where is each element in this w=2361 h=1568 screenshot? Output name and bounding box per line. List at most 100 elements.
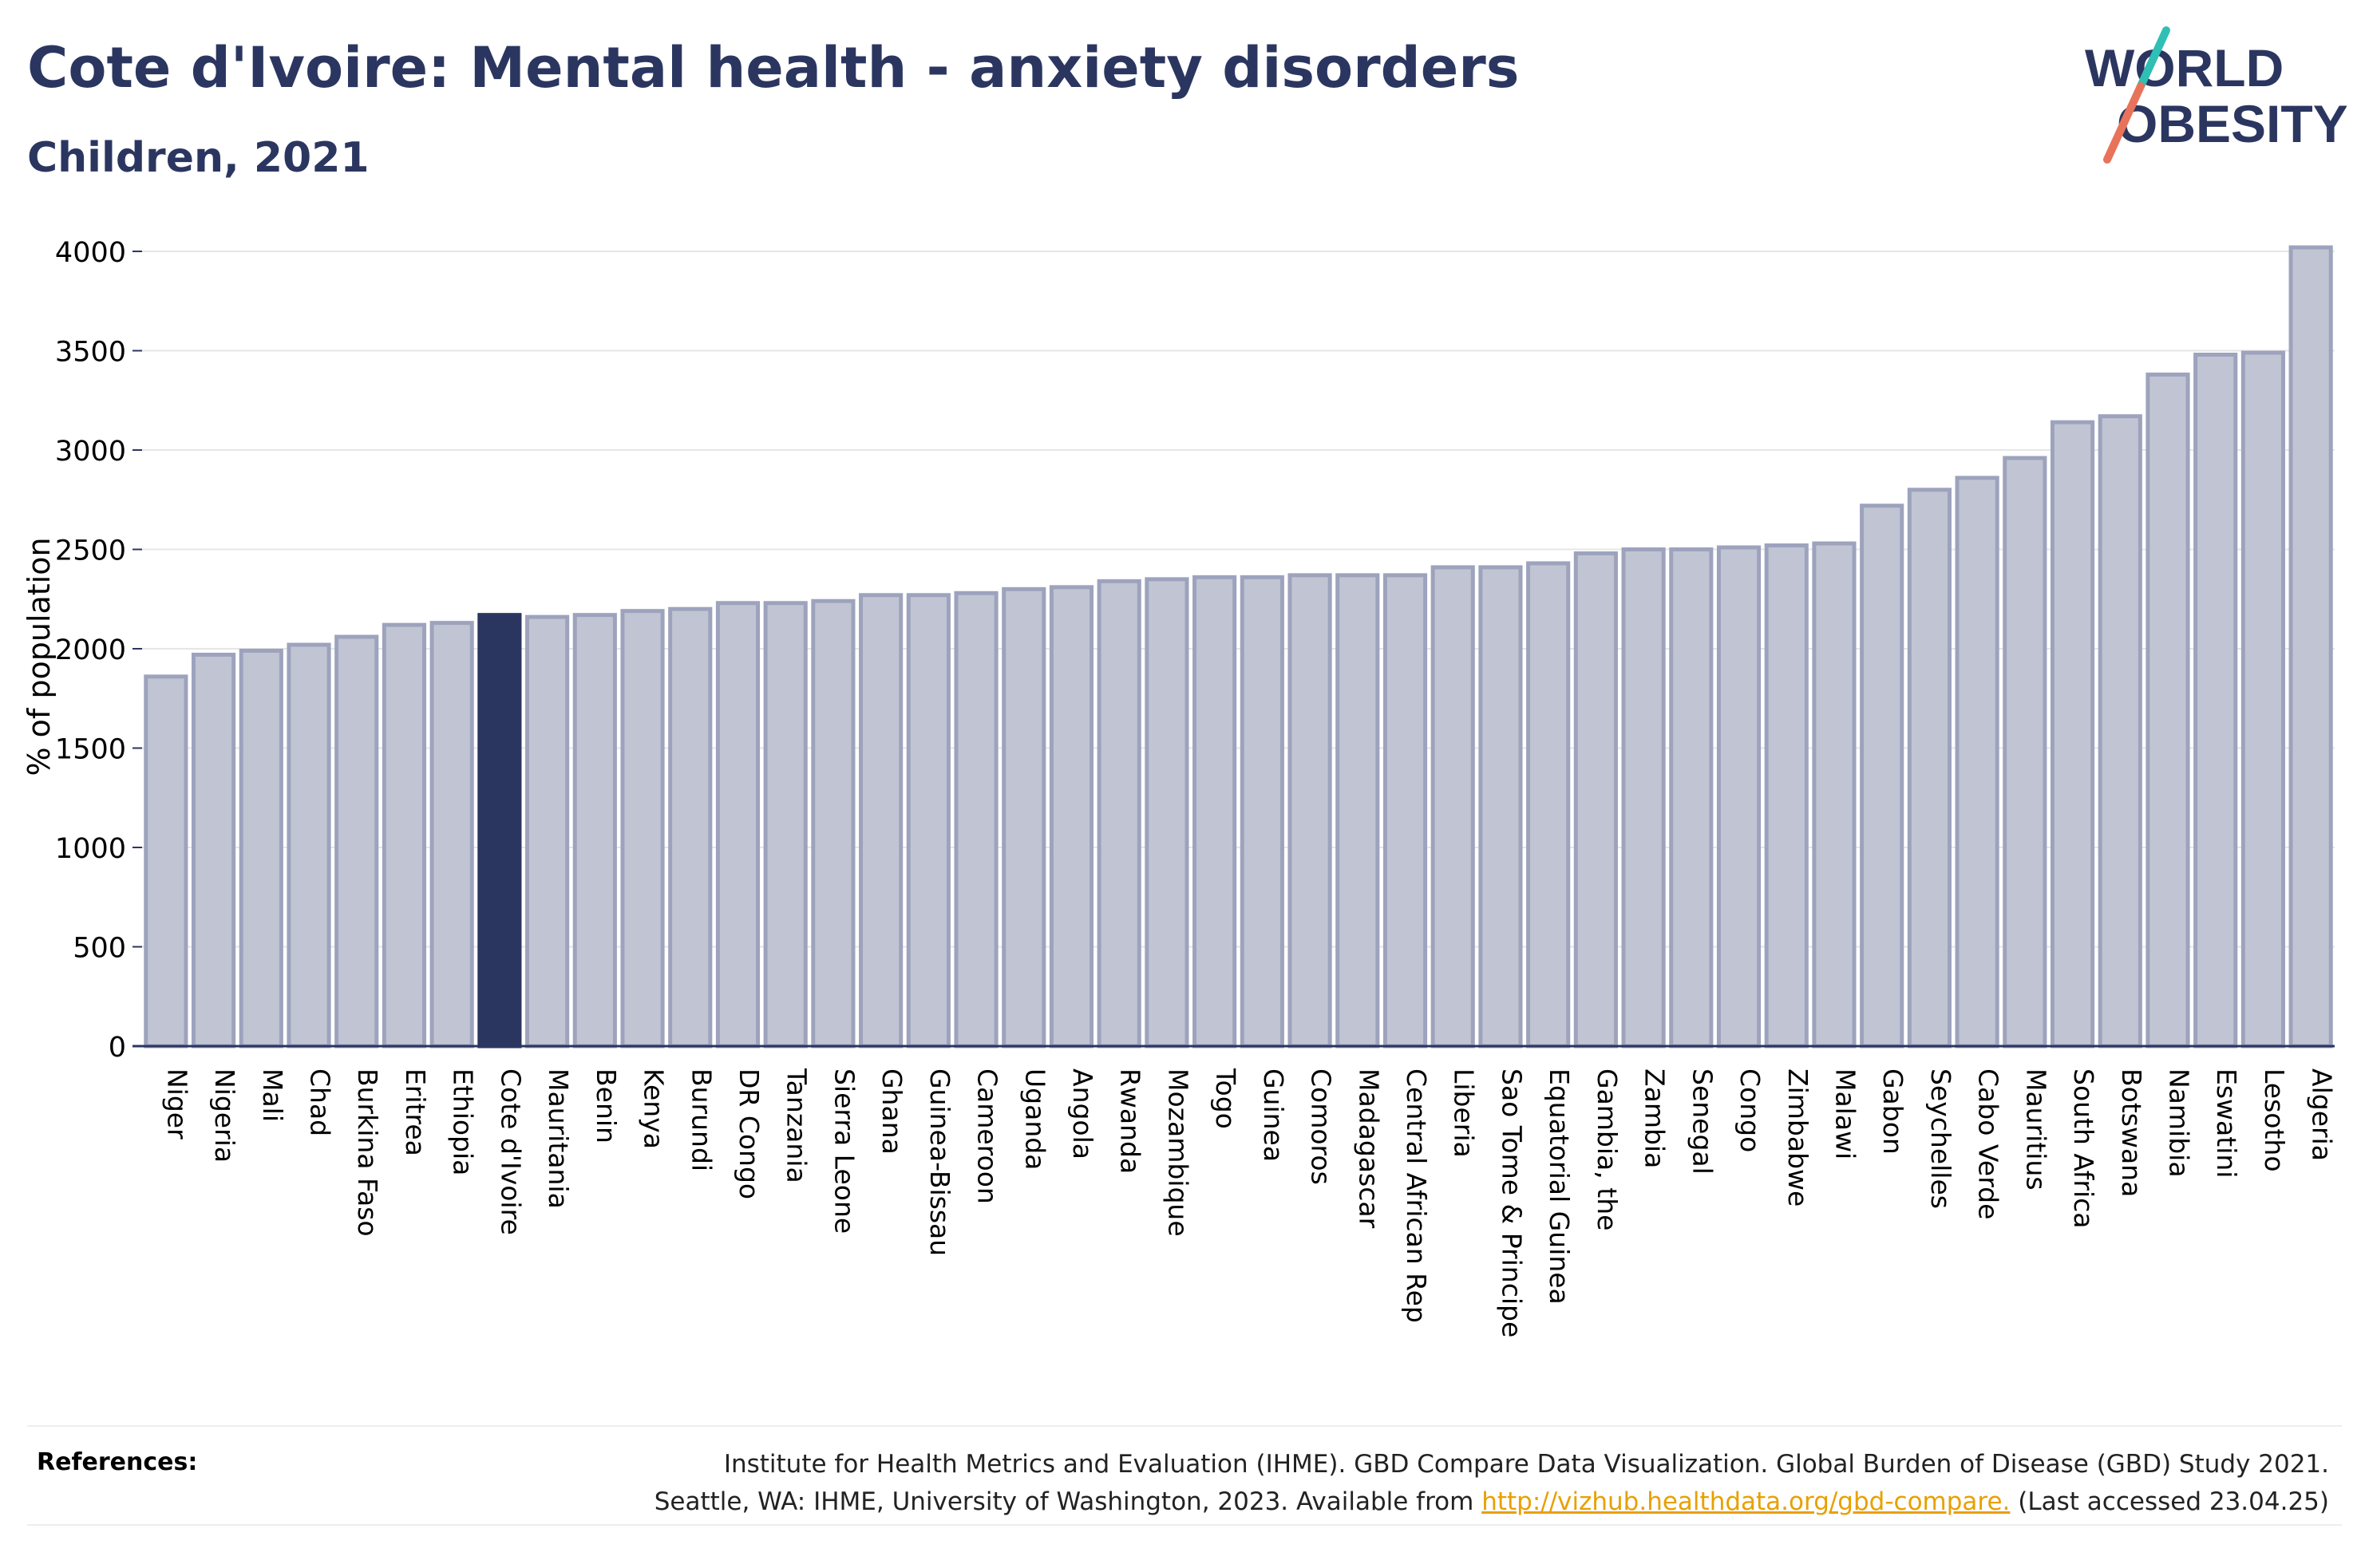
references-line2-suffix: (Last accessed 23.04.25) [2010,1487,2329,1516]
bar-senegal [1669,547,1714,1049]
x-tick-label: Senegal [1687,1068,1718,1175]
bar-mauritania [525,614,570,1049]
y-tick-label: 1000 [55,833,126,865]
x-tick-label: Tanzania [781,1068,813,1183]
x-tick-label: Gambia, the [1592,1068,1623,1230]
bar-guinea-bissau [906,593,951,1049]
x-tick-label: Burkina Faso [352,1068,383,1237]
y-tick-label: 3000 [55,436,126,468]
bar-equatorial-guinea [1526,561,1571,1049]
x-tick-label: Rwanda [1115,1068,1146,1174]
bar-congo [1716,545,1762,1049]
logo-line2: OBESITY [2117,94,2347,153]
bars [144,245,2333,1049]
bar-lesotho [2240,350,2286,1049]
x-tick-label: Eritrea [400,1068,431,1156]
y-axis-ticks: 0 500 1000 1500 2000 2500 3000 3500 4000 [55,237,142,1064]
x-tick-label: Ethiopia [448,1068,479,1175]
references-text: Institute for Health Metrics and Evaluat… [655,1446,2329,1521]
x-tick-label: Guinea [1258,1068,1289,1162]
bar-angola [1049,585,1094,1049]
y-tick-label: 3500 [55,337,126,369]
bar-eritrea [382,622,427,1049]
x-tick-label: DR Congo [734,1068,765,1199]
x-tick-label: Sao Tome & Principe [1496,1068,1527,1337]
bar-zambia [1621,547,1666,1049]
x-tick-label: Mozambique [1162,1068,1193,1237]
x-tick-label: Central African Rep [1401,1068,1432,1323]
bar-south-africa [2050,420,2095,1049]
bar-eswatini [2193,352,2238,1049]
x-tick-label: Ghana [876,1068,908,1155]
bar-gabon [1860,504,1904,1049]
x-tick-label: Cote d'Ivoire [495,1068,526,1235]
x-tick-label: Benin [591,1068,622,1143]
x-tick-label: Sierra Leone [829,1068,860,1234]
bar-dr-congo [715,601,761,1049]
x-tick-label: Chad [305,1068,336,1136]
bar-guinea [1240,575,1284,1049]
bar-benin [572,613,617,1049]
bar-ethiopia [429,621,474,1049]
chart-subtitle: Children, 2021 [27,134,370,182]
x-tick-label: Togo [1210,1068,1241,1129]
references-line2-prefix: Seattle, WA: IHME, University of Washing… [654,1487,1482,1516]
bar-uganda [1002,587,1046,1049]
x-tick-label: South Africa [2068,1068,2099,1229]
bar-sierra-leone [811,598,856,1049]
logo-line1: WORLD [2085,38,2284,97]
slash-mark-icon [2103,26,2170,164]
x-tick-label: Eswatini [2211,1068,2242,1178]
bar-namibia [2145,372,2190,1049]
x-tick-label: Congo [1734,1068,1766,1152]
x-tick-label: Niger [161,1068,192,1139]
bar-cameroon [954,590,999,1049]
x-tick-label: Gabon [1877,1068,1908,1155]
bar-nigeria [191,652,236,1049]
bar-mauritius [2003,456,2047,1049]
x-tick-label: Mali [257,1068,288,1122]
y-tick-label: 1500 [55,734,126,766]
x-tick-label: Lesotho [2259,1068,2290,1172]
bar-mali [239,648,283,1049]
x-tick-label: Equatorial Guinea [1544,1068,1575,1305]
x-tick-label: Mauritius [2020,1068,2051,1191]
x-tick-label: Kenya [639,1068,670,1149]
bar-mozambique [1145,577,1189,1049]
bar-cabo-verde [1955,476,1999,1049]
x-tick-label: Zambia [1639,1068,1671,1168]
y-axis-label: % of population [22,537,57,776]
bar-chad [287,642,331,1049]
bar-cote-d-ivoire [477,613,522,1049]
bar-burundi [668,606,713,1049]
world-obesity-logo: WORLD OBESITY [2085,26,2347,164]
x-tick-label: Zimbabwe [1782,1068,1813,1207]
bar-togo [1192,575,1237,1049]
x-tick-label: Guinea-Bissau [924,1068,955,1256]
bar-niger [144,674,188,1049]
x-tick-label: Seychelles [1925,1068,1956,1209]
bar-tanzania [763,601,808,1049]
x-tick-label: Uganda [1019,1068,1050,1170]
bar-gambia-the [1573,551,1618,1049]
y-tick-label: 2500 [55,535,126,567]
x-axis-tick-labels: Niger Nigeria Mali Chad Burkina Faso Eritrea E… [161,1068,2337,1337]
bar-kenya [620,609,665,1049]
x-tick-label: Burundi [686,1068,717,1171]
bar-seychelles [1907,488,1952,1049]
x-tick-label: Mauritania [543,1068,574,1209]
x-tick-label: Botswana [2116,1068,2147,1197]
references-top-divider [27,1425,2342,1427]
x-tick-label: Algeria [2307,1068,2338,1161]
bar-rwanda [1097,579,1141,1049]
bar-comoros [1287,573,1332,1049]
x-tick-label: Malawi [1829,1068,1861,1159]
x-tick-label: Angola [1067,1068,1098,1159]
x-tick-label: Liberia [1449,1068,1480,1158]
bar-central-african-rep [1382,573,1428,1049]
bar-zimbabwe [1764,543,1809,1049]
y-tick-label: 2000 [55,634,126,666]
references-link[interactable]: http://vizhub.healthdata.org/gbd-compare… [1481,1487,2011,1516]
references-line1: Institute for Health Metrics and Evaluat… [723,1450,2329,1479]
